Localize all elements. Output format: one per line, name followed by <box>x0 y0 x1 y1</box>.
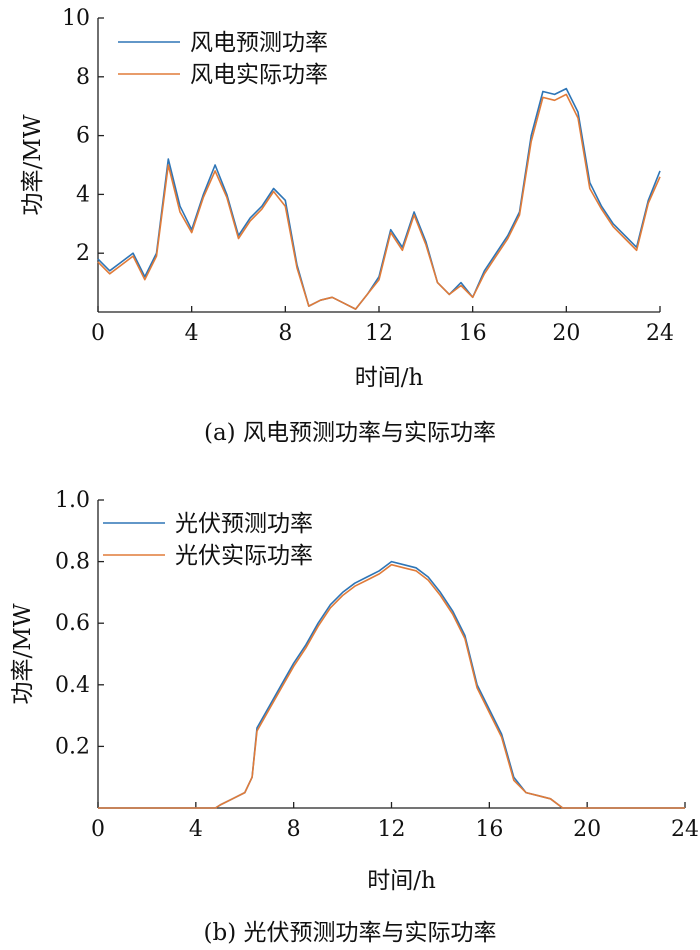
y-tick-label: 10 <box>62 6 90 31</box>
y-tick-label: 8 <box>76 65 90 90</box>
x-tick-label: 4 <box>189 817 203 842</box>
x-tick-label: 20 <box>552 321 580 346</box>
x-tick-label: 0 <box>91 321 105 346</box>
y-tick-label: 1.0 <box>55 488 90 513</box>
chart-caption: (a) 风电预测功率与实际功率 <box>204 420 496 446</box>
y-axis-title: 功率/MW <box>10 603 36 704</box>
series-line-1 <box>97 93 661 310</box>
series-line-0 <box>98 560 685 809</box>
x-tick-label: 24 <box>671 817 699 842</box>
x-tick-label: 12 <box>378 817 406 842</box>
y-tick-label: 0.4 <box>55 673 90 698</box>
chart-caption: (b) 光伏预测功率与实际功率 <box>204 920 497 946</box>
x-axis-title: 时间/h <box>367 868 436 894</box>
legend-label-0: 风电预测功率 <box>190 30 328 56</box>
x-axis-title: 时间/h <box>355 365 424 391</box>
x-tick-label: 16 <box>459 321 487 346</box>
y-tick-label: 4 <box>76 182 90 207</box>
y-tick-label: 0.2 <box>55 734 90 759</box>
solar-power-chart: 0 4 8 12 16 20 24 0.2 0.4 0.6 0.8 1.0 光伏预测功率光伏实际功率时间… <box>10 488 699 946</box>
y-tick-label: 6 <box>76 124 90 149</box>
x-tick-label: 8 <box>278 321 292 346</box>
x-tick-label: 16 <box>475 817 503 842</box>
series-line-1 <box>98 563 685 809</box>
x-tick-label: 24 <box>646 321 674 346</box>
x-tick-label: 0 <box>91 817 105 842</box>
x-tick-label: 20 <box>573 817 601 842</box>
x-tick-label: 4 <box>185 321 199 346</box>
wind-power-chart: 0 4 8 12 16 20 24246810风电预测功率风电实际功率时间/h功率/MW(a… <box>20 6 674 446</box>
legend-label-1: 风电实际功率 <box>190 62 328 88</box>
y-tick-label: 2 <box>76 241 90 266</box>
y-tick-label: 0.8 <box>55 550 90 575</box>
y-axis-title: 功率/MW <box>20 114 46 215</box>
x-tick-label: 12 <box>365 321 393 346</box>
x-tick-label: 8 <box>287 817 301 842</box>
series-line-0 <box>97 87 661 310</box>
y-tick-label: 0.6 <box>55 611 90 636</box>
legend-label-1: 光伏实际功率 <box>175 543 313 569</box>
legend-label-0: 光伏预测功率 <box>175 511 313 537</box>
